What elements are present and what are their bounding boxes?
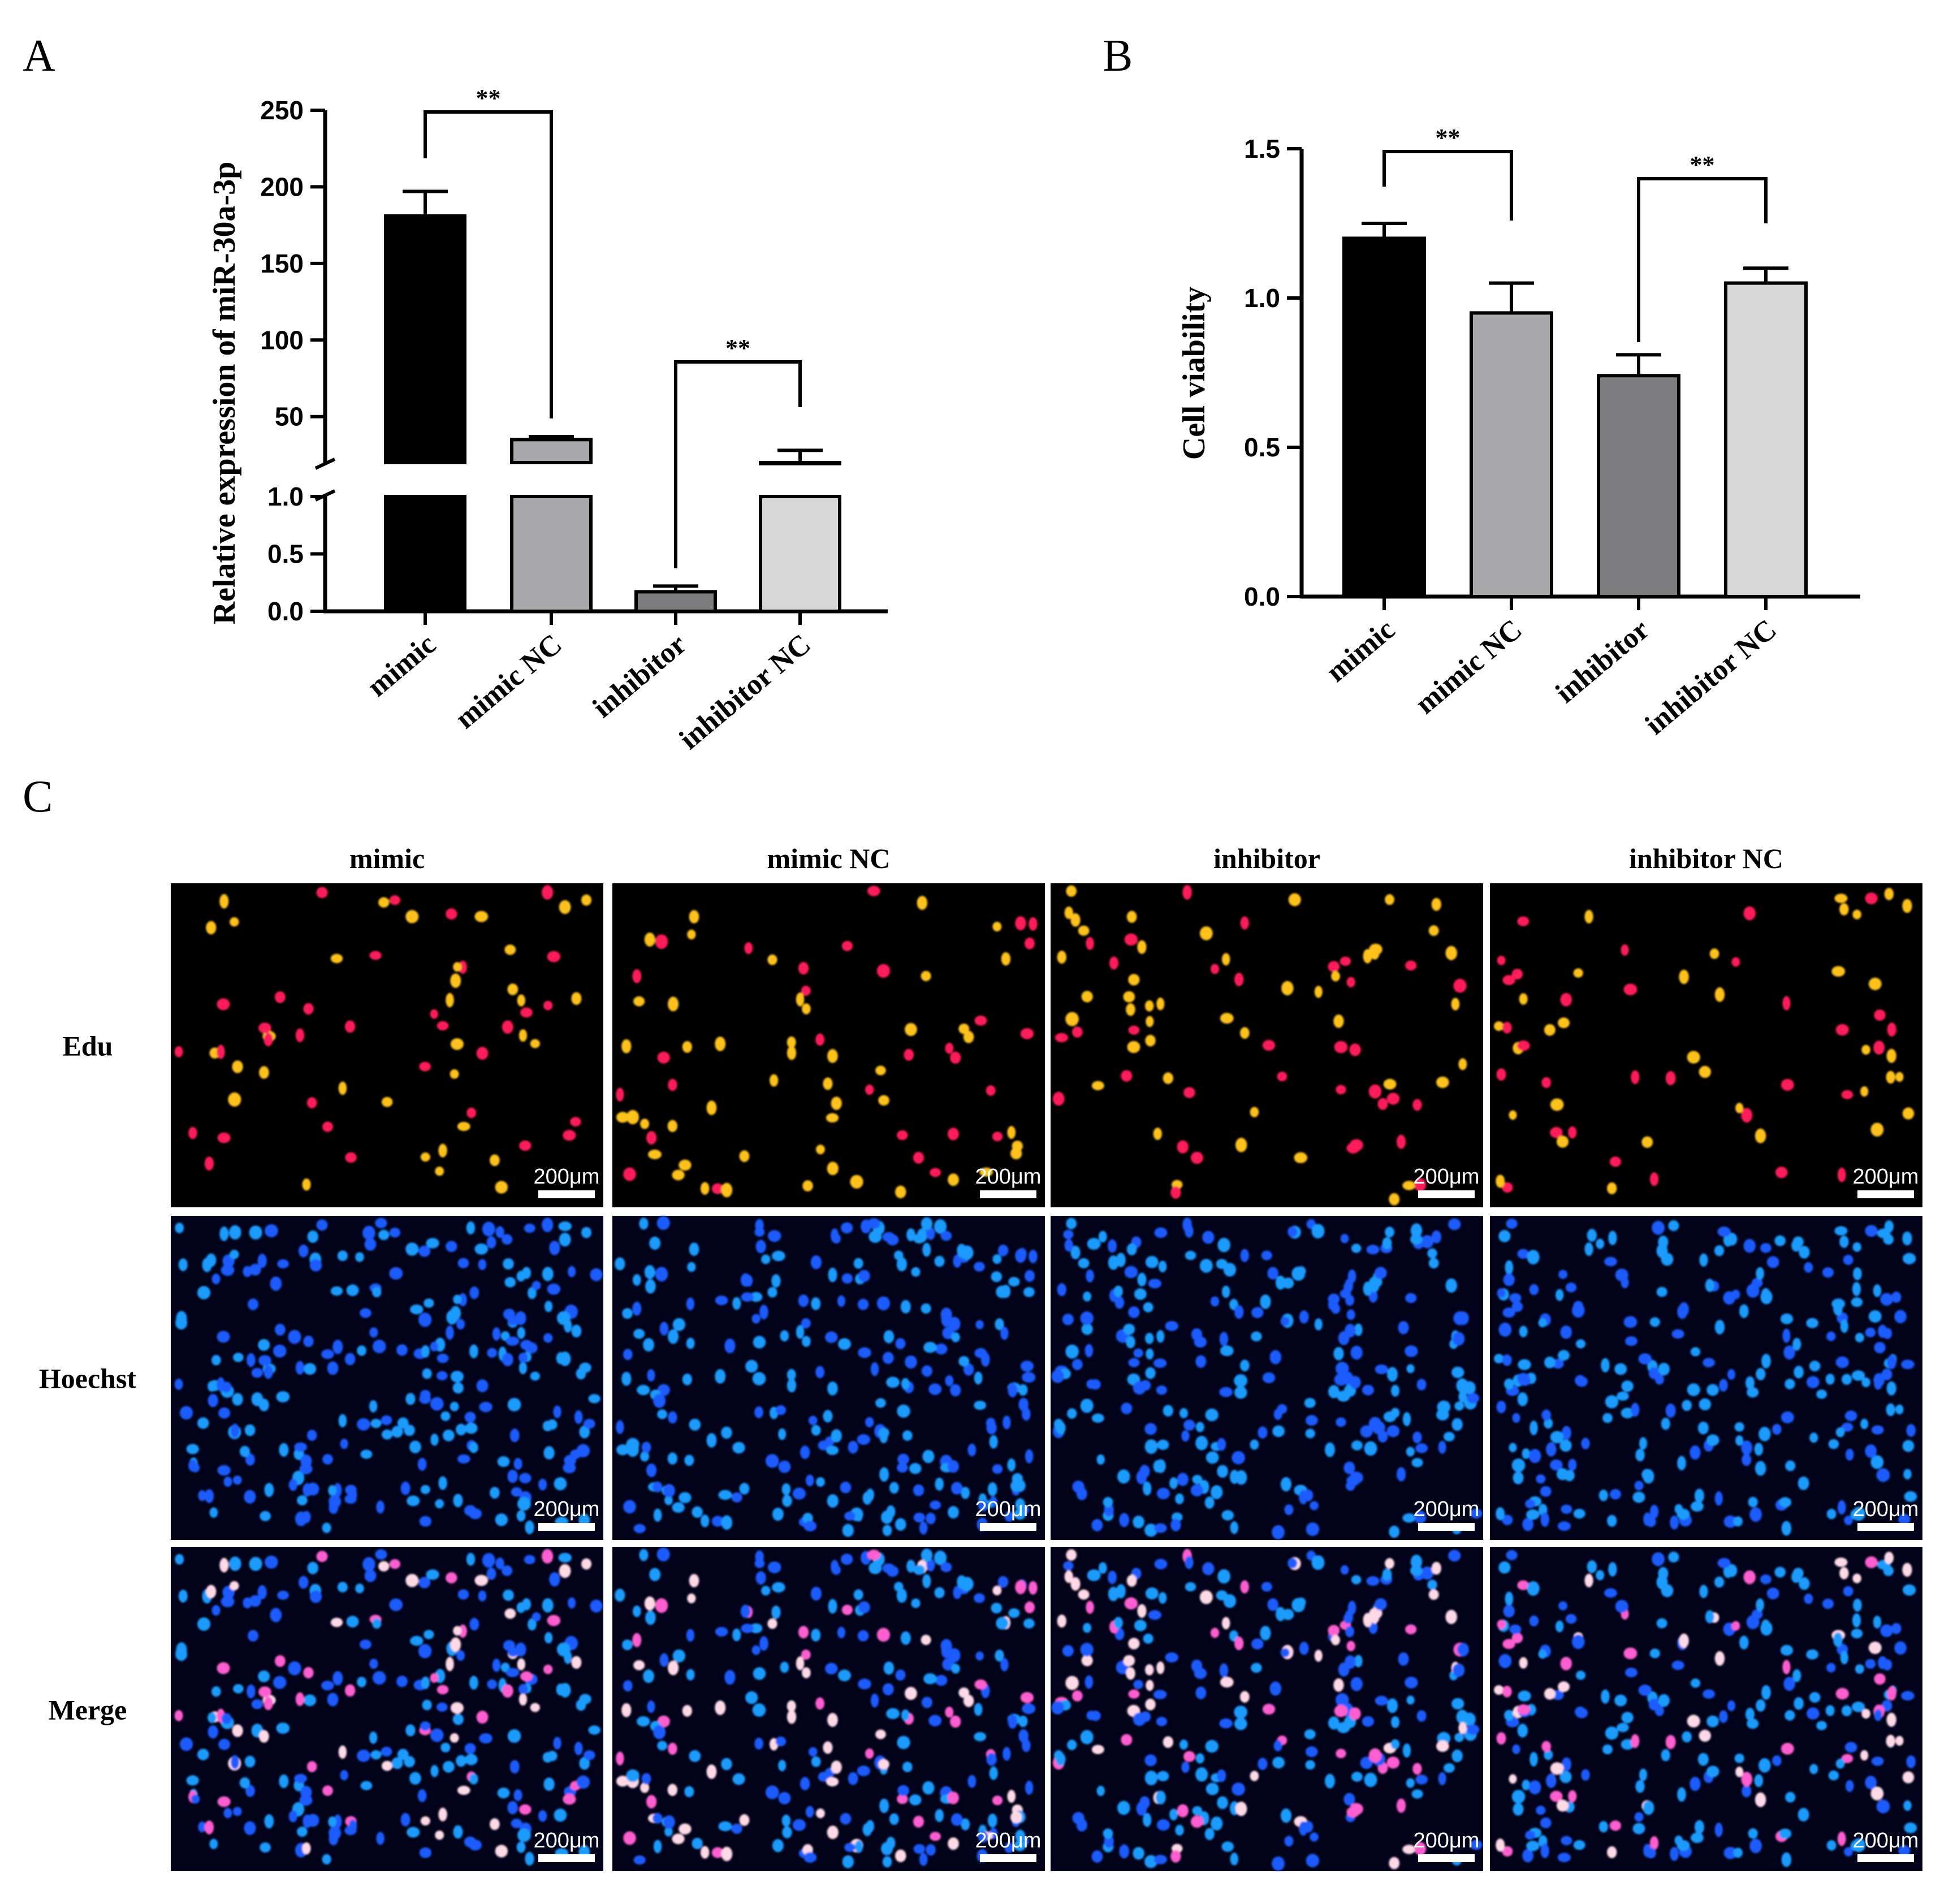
micrograph-merge: 200μm — [171, 1547, 603, 1871]
scale-bar-label: 200μm — [975, 1829, 1042, 1853]
scale-bar — [538, 1854, 595, 1862]
panel-letter-a: A — [23, 31, 55, 81]
chart-a-category-label: inhibitor — [587, 628, 693, 724]
chart-a-category-label: mimic — [361, 628, 442, 703]
microscopy-grid: mimic mimic NC inhibitor inhibitor NC Edu Hoe… — [39, 843, 1922, 1871]
micrograph-edu: 200μm — [1051, 883, 1483, 1207]
scale-bar — [1418, 1523, 1475, 1531]
micrograph-hoechst: 200μm — [1051, 1216, 1483, 1540]
scale-bar — [1418, 1190, 1475, 1198]
chart-b-y-tick-label: 0.5 — [1244, 433, 1280, 462]
column-header: inhibitor NC — [1629, 843, 1783, 874]
micrograph-merge: 200μm — [1051, 1547, 1483, 1871]
micrograph-edu: 200μm — [1490, 883, 1922, 1207]
chart-b-category-label: inhibitor — [1550, 614, 1656, 710]
chart-a-category-label: inhibitor NC — [673, 628, 817, 756]
chart-a-y-tick-label: 0.0 — [267, 597, 304, 626]
scale-bar — [1857, 1523, 1914, 1531]
chart-a-bar — [384, 495, 466, 613]
scale-bar-label: 200μm — [1414, 1165, 1480, 1189]
scale-bar — [1857, 1190, 1914, 1198]
chart-a-category-label: mimic NC — [449, 628, 568, 735]
scale-bar-label: 200μm — [975, 1497, 1042, 1521]
scale-bar-label: 200μm — [1414, 1497, 1480, 1521]
chart-a-bar — [759, 461, 841, 465]
column-header: mimic — [349, 843, 425, 874]
chart-b-significance-bracket — [1382, 150, 1513, 221]
chart-b-category-label: mimic — [1320, 614, 1401, 689]
chart-b-y-tick-label: 0.0 — [1244, 582, 1280, 611]
chart-a-bar — [510, 495, 593, 613]
chart-a-bar — [510, 438, 593, 465]
chart-a-significance-label: ** — [476, 84, 501, 112]
chart-a: Relative expression of miR-30a-3p 0.0 0.5… — [207, 84, 888, 756]
scale-bar-label: 200μm — [534, 1829, 600, 1853]
chart-b-y-label: Cell viability — [1177, 287, 1212, 460]
micrograph-edu: 200μm — [171, 883, 603, 1207]
chart-a-y-tick-label: 100 — [260, 325, 304, 355]
chart-b-bar — [1724, 281, 1808, 599]
chart-a-y-tick-label: 0.5 — [267, 539, 304, 569]
micrograph-merge: 200μm — [612, 1547, 1045, 1871]
chart-a-bar — [384, 214, 466, 464]
chart-a-y-tick-label: 250 — [260, 96, 304, 125]
micrograph-background — [612, 883, 1045, 1207]
chart-b-bar — [1342, 236, 1426, 598]
chart-b-significance-label: ** — [1436, 124, 1461, 152]
chart-b-bar — [1470, 311, 1553, 599]
column-header: inhibitor — [1213, 843, 1320, 874]
scale-bar — [980, 1523, 1036, 1531]
micrograph-edu: 200μm — [612, 883, 1045, 1207]
chart-b-y-tick-label: 1.5 — [1244, 134, 1280, 163]
scale-bar-label: 200μm — [534, 1497, 600, 1521]
chart-b-category-label: mimic NC — [1409, 614, 1528, 720]
scale-bar — [538, 1523, 595, 1531]
chart-b-significance-bracket — [1637, 177, 1768, 342]
chart-a-axis-break-mark — [314, 457, 336, 470]
chart-b-category-label: inhibitor NC — [1639, 614, 1783, 741]
scale-bar — [538, 1190, 595, 1198]
row-header: Hoechst — [39, 1363, 137, 1394]
chart-b-significance-label: ** — [1690, 151, 1715, 179]
chart-b-bar — [1597, 374, 1680, 599]
chart-a-y-tick-label: 50 — [275, 402, 304, 431]
micrograph-hoechst: 200μm — [612, 1216, 1045, 1540]
scale-bar-label: 200μm — [1853, 1829, 1919, 1853]
chart-a-significance-bracket — [424, 110, 553, 418]
micrograph-background — [1490, 883, 1922, 1207]
chart-b: Cell viability 0.0 0.5 1.0 1.5 ** ** mimic mi… — [1177, 124, 1860, 741]
scale-bar-label: 200μm — [975, 1165, 1042, 1189]
chart-a-bar — [634, 590, 717, 613]
scale-bar — [1857, 1854, 1914, 1862]
chart-a-significance-bracket — [674, 360, 802, 568]
scale-bar — [980, 1190, 1036, 1198]
scale-bar-label: 200μm — [534, 1165, 600, 1189]
column-header: mimic NC — [767, 843, 891, 874]
chart-a-y-tick-label: 1.0 — [267, 482, 304, 511]
scale-bar — [1418, 1854, 1475, 1862]
panel-letter-b: B — [1103, 31, 1133, 81]
chart-a-bar — [759, 495, 841, 613]
row-header: Merge — [49, 1694, 127, 1726]
scale-bar-label: 200μm — [1853, 1497, 1919, 1521]
chart-b-y-tick-label: 1.0 — [1244, 283, 1280, 313]
scale-bar-label: 200μm — [1414, 1829, 1480, 1853]
chart-a-y-label: Relative expression of miR-30a-3p — [207, 162, 242, 625]
scale-bar-label: 200μm — [1853, 1165, 1919, 1189]
micrograph-merge: 200μm — [1490, 1547, 1922, 1871]
chart-a-y-tick-label: 150 — [260, 249, 304, 278]
micrograph-hoechst: 200μm — [1490, 1216, 1922, 1540]
panel-letter-c: C — [23, 772, 53, 822]
row-header: Edu — [63, 1030, 113, 1062]
chart-a-y-tick-label: 200 — [260, 172, 304, 201]
chart-a-significance-label: ** — [725, 334, 750, 362]
micrograph-hoechst: 200μm — [171, 1216, 603, 1540]
scale-bar — [980, 1854, 1036, 1862]
